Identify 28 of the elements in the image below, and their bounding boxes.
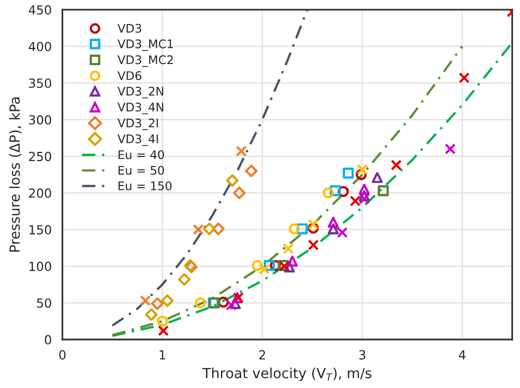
legend-label: Eu = 50 <box>118 166 164 175</box>
legend-label: Eu = 150 <box>118 181 172 190</box>
legend-label: VD3_2I <box>118 118 158 130</box>
legend-label: VD3_4I <box>118 134 158 146</box>
y-tick-label: 300 <box>29 115 52 125</box>
legend-label: VD3_2N <box>118 86 164 98</box>
x-tick-label: 3 <box>359 350 366 360</box>
x-tick-label: 0 <box>59 350 66 360</box>
legend-label: VD3 <box>118 24 142 33</box>
legend-label: VD3_MC2 <box>118 55 173 67</box>
y-tick-label: 400 <box>28 42 52 52</box>
y-tick-label: 200 <box>29 188 52 198</box>
y-tick-label: 450 <box>28 5 52 15</box>
y-tick-label: 50 <box>37 298 52 308</box>
legend-label: VD3_4N <box>118 102 164 114</box>
y-axis-title: Pressure loss (ΔP), kPa <box>9 97 22 252</box>
legend-label: VD6 <box>118 71 142 80</box>
x-tick-label: 1 <box>160 350 166 360</box>
x-tick-label: 4 <box>458 350 466 360</box>
y-tick-label: 150 <box>29 225 52 234</box>
y-tick-label: 0 <box>44 334 52 344</box>
x-tick-label: 2 <box>259 350 266 360</box>
y-tick-label: 100 <box>29 262 52 272</box>
x-axis-title: Throat velocity (V$_{T}$), m/s <box>202 368 372 382</box>
legend-label: VD3_MC1 <box>118 39 173 51</box>
y-tick-label: 350 <box>29 78 52 88</box>
y-tick-label: 250 <box>29 152 52 162</box>
legend-label: Eu = 40 <box>118 150 164 160</box>
